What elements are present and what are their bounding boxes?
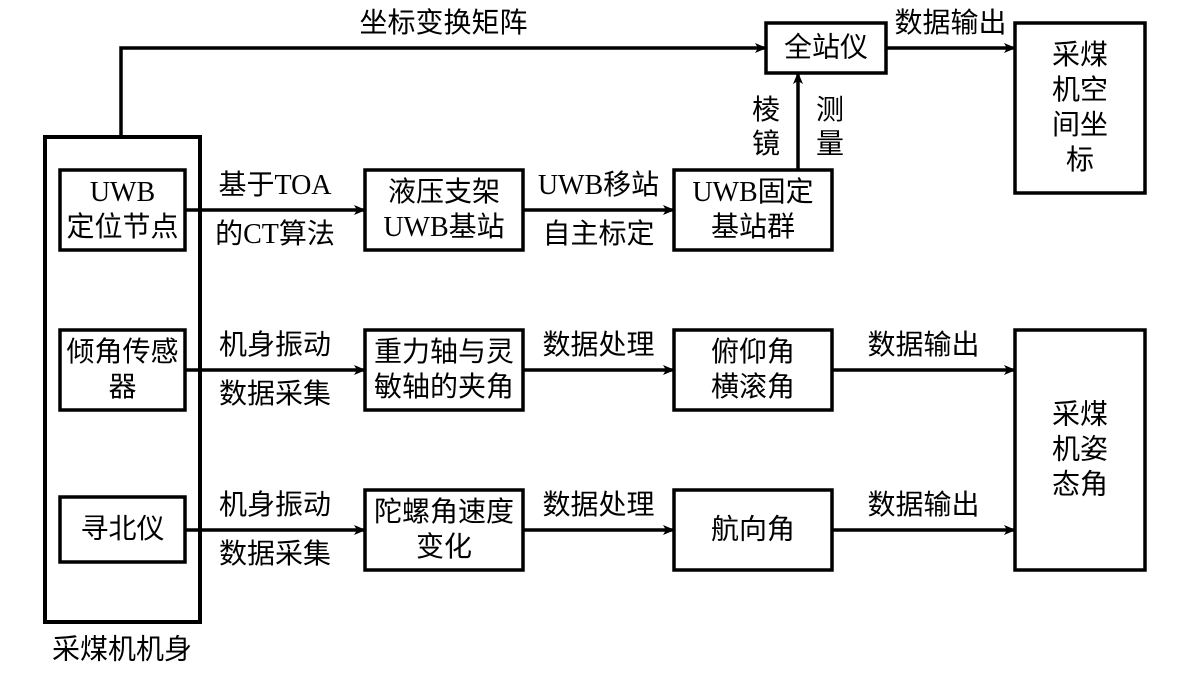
edge-label: 镜 [752, 128, 780, 160]
node-label: UWB基站 [383, 211, 504, 243]
node-label: 态角 [1052, 469, 1108, 501]
edge-label: 数据采集 [219, 378, 331, 410]
node-tilt_sensor: 倾角传感器 [60, 330, 185, 410]
node-pitch_roll: 俯仰角横滚角 [674, 330, 832, 410]
edge-uwb_base-uwb_fixed: UWB移站自主标定 [523, 169, 674, 250]
edge-north_finder-gyro_change: 机身振动数据采集 [185, 489, 365, 570]
node-gyro_change: 陀螺角速度变化 [365, 490, 523, 570]
edge-label: 量 [816, 129, 844, 160]
edge-label: 的CT算法 [215, 218, 335, 250]
edge-uwb_node-uwb_base: 基于TOA 的CT算法 [185, 169, 365, 250]
edge-tilt_sensor-gravity_angle: 机身振动数据采集 [185, 329, 365, 410]
node-gravity_angle: 重力轴与灵敏轴的夹角 [365, 330, 523, 410]
node-label: 敏轴的夹角 [374, 371, 514, 403]
node-total_station: 全站仪 [766, 23, 886, 73]
edge-label: 数据输出 [894, 7, 1006, 39]
edge-label: 基于TOA [218, 169, 332, 201]
node-label: 采煤 [1052, 39, 1108, 71]
edge-label: 坐标变换矩阵 [359, 7, 527, 39]
node-coord_out: 采煤机空间坐标 [1015, 23, 1145, 193]
node-uwb_node: UWB定位节点 [60, 170, 185, 250]
edge-label: 测 [816, 95, 844, 126]
node-label: 变化 [416, 531, 472, 563]
node-north_finder: 寻北仪 [60, 497, 185, 562]
node-label: 倾角传感 [66, 336, 178, 368]
node-label: 机姿 [1052, 434, 1108, 466]
node-attitude_out: 采煤机姿态角 [1015, 330, 1145, 570]
edge-label: 数据输出 [867, 329, 979, 361]
edge-label: 数据输出 [867, 489, 979, 521]
container-caption: 采煤机机身 [52, 634, 192, 666]
node-label: 全站仪 [784, 32, 868, 64]
edge-label: 自主标定 [542, 218, 654, 250]
edge-container_top-total_station: 坐标变换矩阵 [121, 7, 766, 137]
node-label: UWB固定 [692, 176, 813, 208]
node-label: 定位节点 [66, 211, 178, 243]
edge-label: 机身振动 [219, 329, 331, 361]
node-label: 陀螺角速度 [374, 496, 514, 528]
node-label: 俯仰角 [711, 336, 795, 368]
node-label: 机空 [1052, 74, 1108, 106]
node-label: 标 [1066, 144, 1094, 176]
edge-label: 棱 [752, 94, 780, 126]
node-label: 间坐 [1052, 109, 1108, 141]
edge-label: 数据处理 [542, 329, 654, 361]
node-label: 器 [108, 372, 136, 403]
node-label: 基站群 [711, 211, 795, 243]
edge-label: 数据处理 [542, 489, 654, 521]
edge-total_station-coord_out: 数据输出 [886, 7, 1015, 48]
node-label: 重力轴与灵 [374, 336, 514, 368]
edge-label: 机身振动 [219, 489, 331, 521]
edge-uwb_fixed-total_station: 棱镜 测量 [752, 73, 844, 170]
node-uwb_base: 液压支架UWB基站 [365, 170, 523, 250]
node-label: 寻北仪 [80, 514, 164, 545]
edge-label: 数据采集 [219, 538, 331, 570]
node-label: 采煤 [1052, 399, 1108, 431]
node-label: 航向角 [711, 514, 795, 546]
node-label: 横滚角 [711, 371, 795, 403]
edge-gyro_change-heading: 数据处理 [523, 489, 674, 530]
edge-heading-attitude_out: 数据输出 [832, 489, 1015, 530]
flowchart-diagram: UWB定位节点倾角传感器寻北仪液压支架UWB基站重力轴与灵敏轴的夹角陀螺角速度变… [0, 0, 1203, 691]
node-heading: 航向角 [674, 490, 832, 570]
edge-gravity_angle-pitch_roll: 数据处理 [523, 329, 674, 370]
node-label: UWB [90, 177, 155, 208]
edge-label: UWB移站 [538, 169, 659, 201]
edge-pitch_roll-attitude_out: 数据输出 [832, 329, 1015, 370]
node-label: 液压支架 [388, 176, 500, 208]
node-uwb_fixed: UWB固定基站群 [674, 170, 832, 250]
